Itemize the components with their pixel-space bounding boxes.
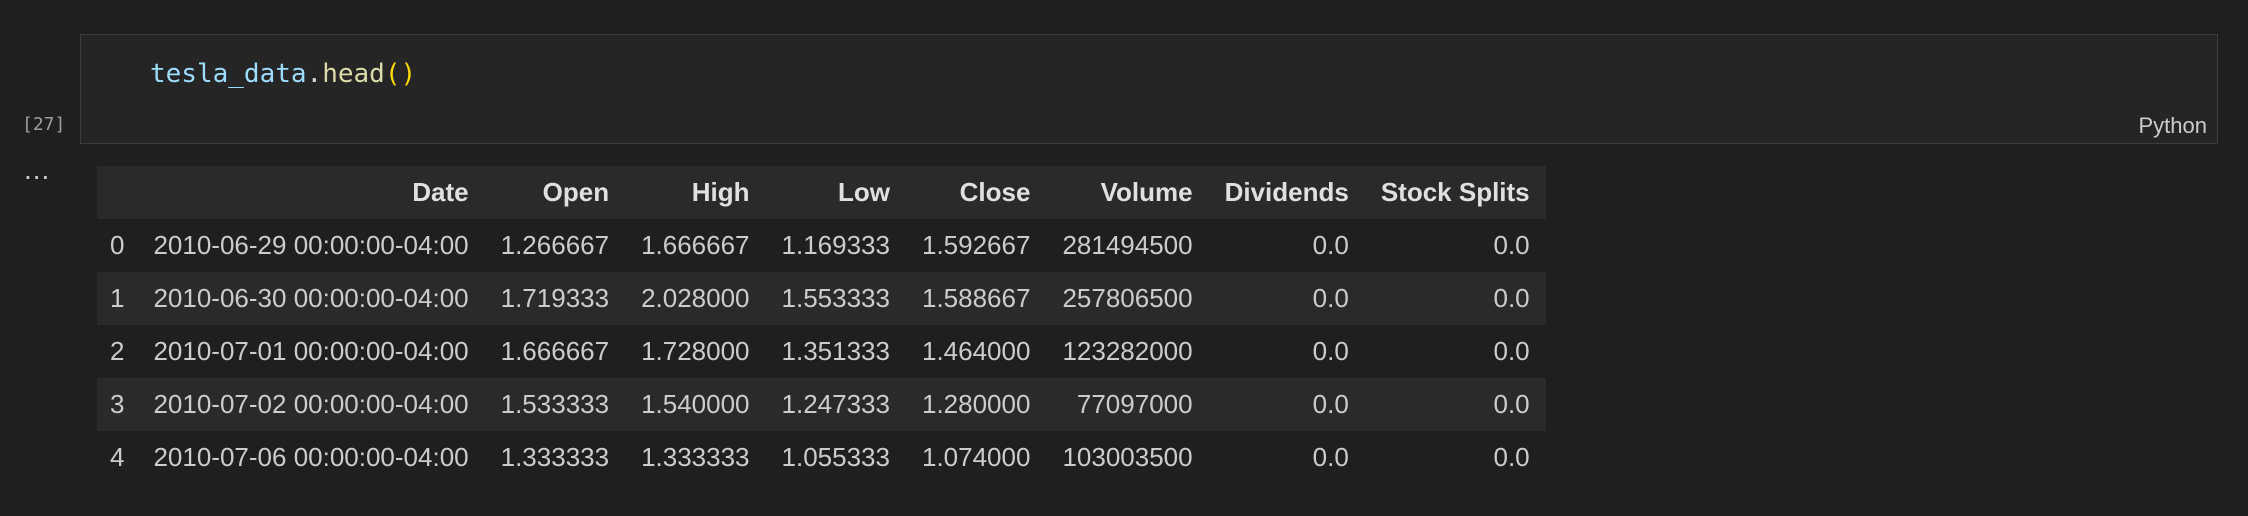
column-header: Date [412, 177, 469, 207]
table-cell: 1.247333 [781, 389, 890, 419]
table-cell: 2010-06-29 00:00:00-04:00 [153, 230, 469, 260]
table-cell: 2010-07-02 00:00:00-04:00 [153, 389, 469, 419]
table-cell: 1.351333 [781, 336, 890, 366]
column-header: Stock Splits [1380, 177, 1530, 207]
column-header: Volume [1100, 177, 1193, 207]
table-cell: 0.0 [1312, 283, 1349, 313]
code-variable: tesla_data [150, 59, 307, 89]
row-index: 3 [110, 389, 125, 419]
code-parens: () [384, 59, 417, 89]
table-cell: 2010-06-30 00:00:00-04:00 [153, 283, 469, 313]
table-cell: 103003500 [1062, 442, 1193, 472]
table-cell: 1.169333 [781, 230, 890, 260]
table-cell: 0.0 [1493, 230, 1530, 260]
table-cell: 0.0 [1312, 442, 1349, 472]
table-cell: 1.728000 [641, 336, 750, 366]
table-cell: 257806500 [1062, 283, 1193, 313]
column-header: High [691, 177, 750, 207]
code-method: head [322, 59, 385, 89]
table-header-row: Date Open High Low Close Volume Dividend… [97, 166, 1546, 219]
table-cell: 0.0 [1312, 389, 1349, 419]
code-dot: . [306, 59, 323, 89]
table-cell: 1.666667 [500, 336, 610, 366]
dataframe-table: Date Open High Low Close Volume Dividend… [97, 166, 1546, 484]
table-cell: 0.0 [1493, 442, 1530, 472]
table-cell: 0.0 [1493, 389, 1530, 419]
table-cell: 0.0 [1493, 336, 1530, 366]
column-header: Low [837, 177, 890, 207]
table-cell: 281494500 [1062, 230, 1193, 260]
output-more-actions-icon[interactable]: ... [24, 154, 51, 185]
table-cell: 0.0 [1493, 283, 1530, 313]
column-header [97, 166, 137, 219]
table-cell: 1.280000 [921, 389, 1031, 419]
execution-count: [27] [22, 114, 66, 135]
column-header: Dividends [1224, 177, 1349, 207]
table-cell: 1.533333 [500, 389, 610, 419]
table-cell: 1.266667 [500, 230, 610, 260]
table-row: 0 2010-06-29 00:00:00-04:00 1.266667 1.6… [97, 219, 1546, 272]
column-header: Open [542, 177, 610, 207]
table-cell: 1.553333 [781, 283, 890, 313]
table-row: 2 2010-07-01 00:00:00-04:00 1.666667 1.7… [97, 325, 1546, 378]
table-row: 3 2010-07-02 00:00:00-04:00 1.533333 1.5… [97, 378, 1546, 431]
table-cell: 123282000 [1062, 336, 1193, 366]
code-cell-editor[interactable]: tesla_data.head() Python [80, 34, 2218, 144]
table-cell: 2010-07-06 00:00:00-04:00 [153, 442, 469, 472]
table-row: 1 2010-06-30 00:00:00-04:00 1.719333 2.0… [97, 272, 1546, 325]
table-cell: 0.0 [1312, 230, 1349, 260]
table-cell: 1.540000 [641, 389, 750, 419]
table-cell: 1.719333 [500, 283, 610, 313]
table-cell: 2010-07-01 00:00:00-04:00 [153, 336, 469, 366]
row-index: 4 [110, 442, 125, 472]
table-cell: 1.074000 [921, 442, 1031, 472]
code-line[interactable]: tesla_data.head() [150, 59, 416, 89]
table-cell: 1.464000 [921, 336, 1031, 366]
column-header: Close [959, 177, 1031, 207]
cell-language-label[interactable]: Python [2138, 113, 2208, 138]
table-cell: 0.0 [1312, 336, 1349, 366]
table-cell: 1.333333 [500, 442, 610, 472]
table-cell: 77097000 [1076, 389, 1193, 419]
table-cell: 1.055333 [781, 442, 890, 472]
table-cell: 1.333333 [641, 442, 750, 472]
row-index: 2 [110, 336, 125, 366]
row-index: 0 [110, 230, 125, 260]
row-index: 1 [110, 283, 125, 313]
table-cell: 1.588667 [921, 283, 1031, 313]
table-cell: 2.028000 [641, 283, 750, 313]
table-cell: 1.592667 [921, 230, 1031, 260]
table-cell: 1.666667 [641, 230, 750, 260]
table-row: 4 2010-07-06 00:00:00-04:00 1.333333 1.3… [97, 431, 1546, 484]
